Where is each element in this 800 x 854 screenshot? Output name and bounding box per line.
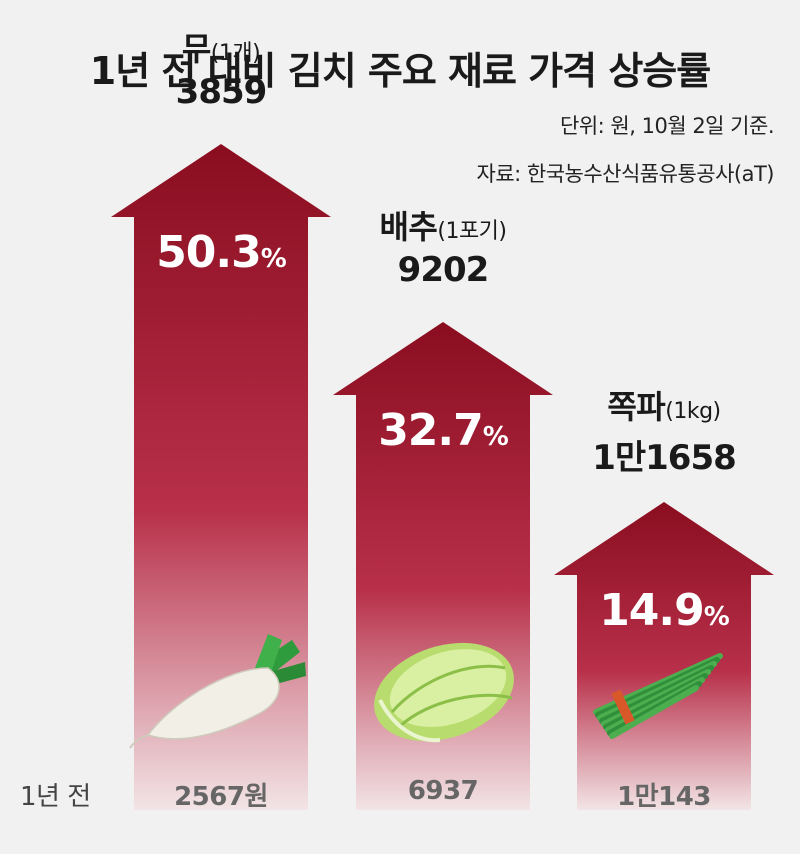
category-name: 무 — [181, 30, 211, 68]
current-price: 9202 — [397, 250, 490, 290]
pct-suffix: % — [703, 602, 730, 632]
green-onion-icon — [593, 653, 723, 739]
category-label: 쪽파(1kg) — [544, 382, 784, 428]
previous-price: 2567원 — [174, 782, 268, 812]
pct-value: 32.7 — [378, 405, 484, 456]
pct-label: 14.9% — [554, 585, 774, 636]
category-unit: (1개) — [210, 41, 261, 66]
category-name: 배추 — [379, 208, 438, 246]
current-price: 1만1658 — [592, 438, 737, 478]
unit-note: 단위: 원, 10월 2일 기준. — [560, 114, 774, 138]
category-unit: (1포기) — [437, 219, 507, 244]
pct-suffix: % — [482, 422, 509, 452]
previous-price: 6937 — [407, 776, 479, 806]
category-name: 쪽파 — [607, 388, 666, 426]
cabbage-icon — [374, 642, 514, 743]
pct-label: 50.3% — [111, 227, 331, 278]
source-note: 자료: 한국농수산식품유통공사(aT) — [476, 162, 775, 186]
radish-icon — [129, 634, 306, 749]
pct-value: 50.3 — [156, 227, 262, 278]
previous-price: 1만143 — [617, 782, 711, 812]
current-price: 3859 — [175, 72, 268, 112]
previous-year-label: 1년 전 — [20, 782, 91, 812]
pct-value: 14.9 — [599, 585, 705, 636]
category-unit: (1kg) — [665, 399, 721, 424]
pct-suffix: % — [260, 244, 287, 274]
category-label: 배추(1포기) — [323, 202, 563, 248]
chart-title: 1년 전 대비 김치 주요 재료 가격 상승률 — [89, 49, 711, 93]
arrow-bar-3 — [554, 502, 774, 810]
pct-label: 32.7% — [333, 405, 553, 456]
category-label: 무(1개) — [101, 24, 341, 70]
